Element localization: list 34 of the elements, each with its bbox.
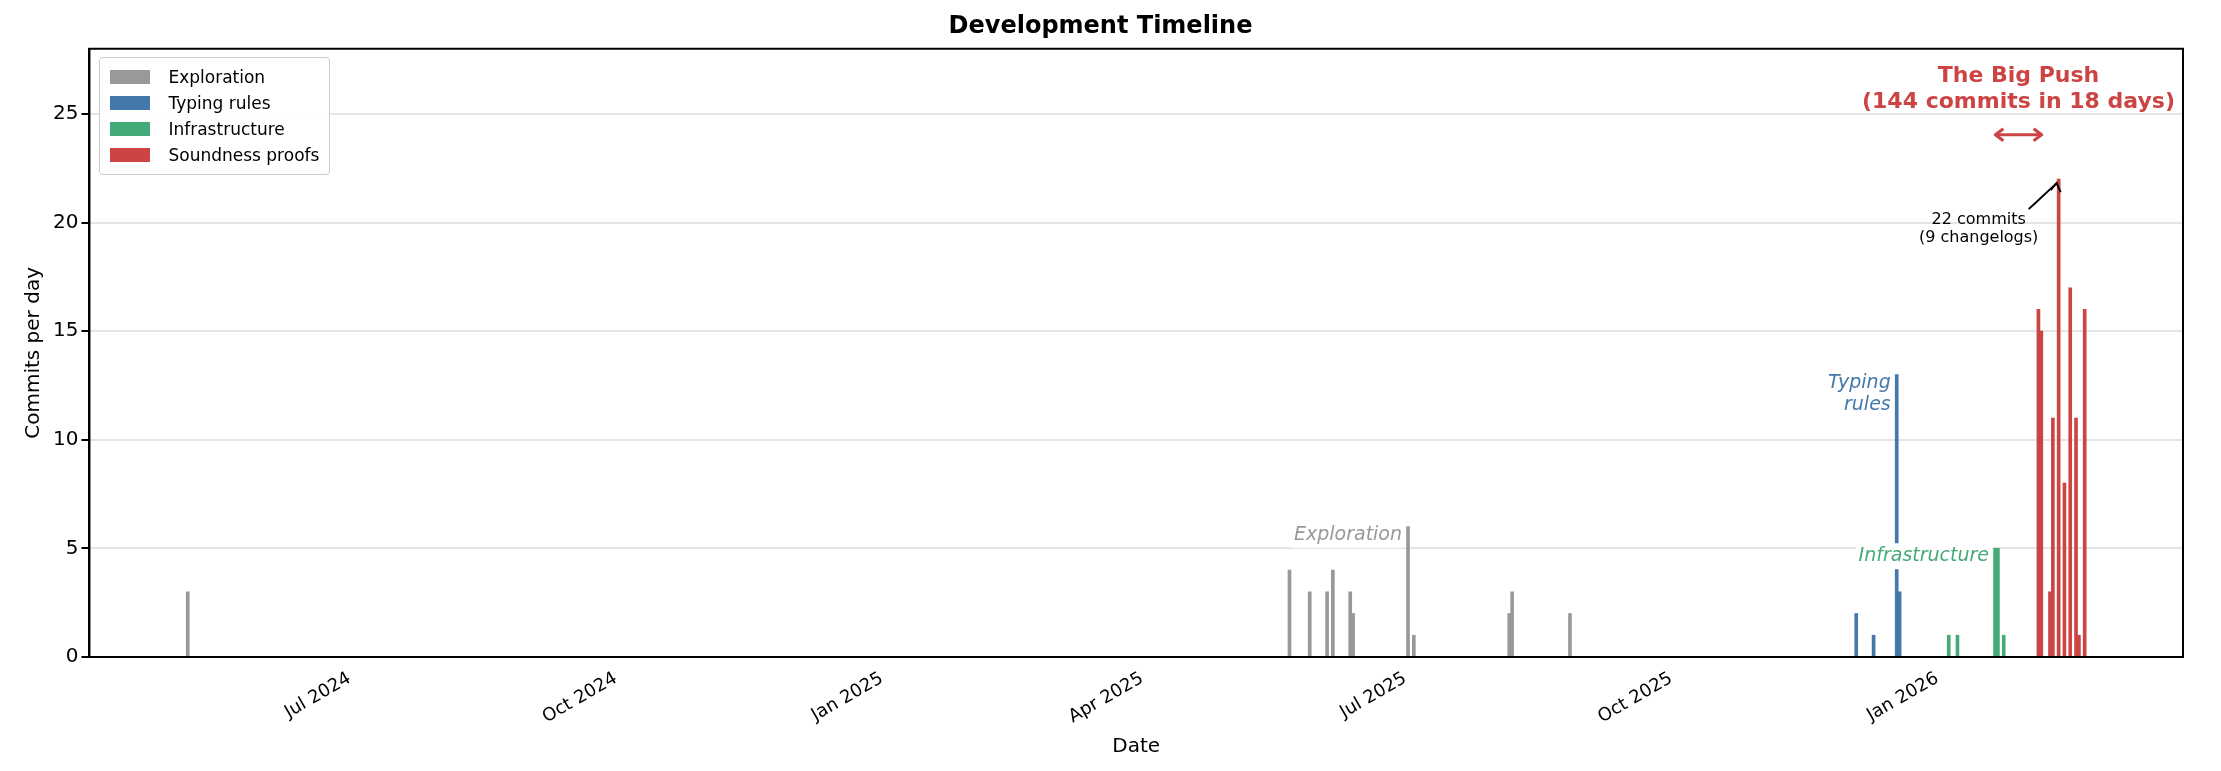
legend-label: Typing rules <box>168 92 271 113</box>
bar <box>2074 417 2078 657</box>
bar <box>1946 634 1951 657</box>
bar <box>1510 591 1514 657</box>
bar <box>1331 569 1335 657</box>
y-tick-label: 20 <box>53 208 79 233</box>
bar <box>1325 591 1329 657</box>
legend-label: Infrastructure <box>168 118 285 139</box>
bar <box>2051 417 2055 657</box>
bar <box>1854 613 1859 657</box>
x-axis-title: Date <box>1112 733 1161 758</box>
y-tick-label: 10 <box>53 425 79 450</box>
y-tick-label: 5 <box>65 534 79 559</box>
bar <box>1406 526 1410 657</box>
y-axis-title: Commits per day <box>20 266 45 439</box>
bar <box>2001 634 2006 657</box>
bar <box>1348 591 1353 657</box>
annotation: Exploration <box>1293 521 1403 544</box>
annotation: The Big Push (144 commits in 18 days) <box>1862 61 2175 113</box>
bar <box>185 591 190 657</box>
y-tick-label: 15 <box>53 317 79 342</box>
bar <box>2068 287 2073 657</box>
y-tick-label: 25 <box>53 100 79 125</box>
annotation: Typing rules <box>1828 369 1891 414</box>
chart-title: Development Timeline <box>948 10 1253 39</box>
y-tick-label: 0 <box>65 643 79 668</box>
bar <box>1307 591 1312 657</box>
legend-label: Exploration <box>168 66 266 87</box>
bar <box>1411 634 1416 657</box>
bar <box>1568 613 1572 657</box>
annotation: 22 commits (9 changelogs) <box>1918 209 2039 247</box>
bar <box>2082 309 2087 657</box>
annotation: Infrastructure <box>1858 543 1990 566</box>
legend-label: Soundness proofs <box>168 144 320 165</box>
